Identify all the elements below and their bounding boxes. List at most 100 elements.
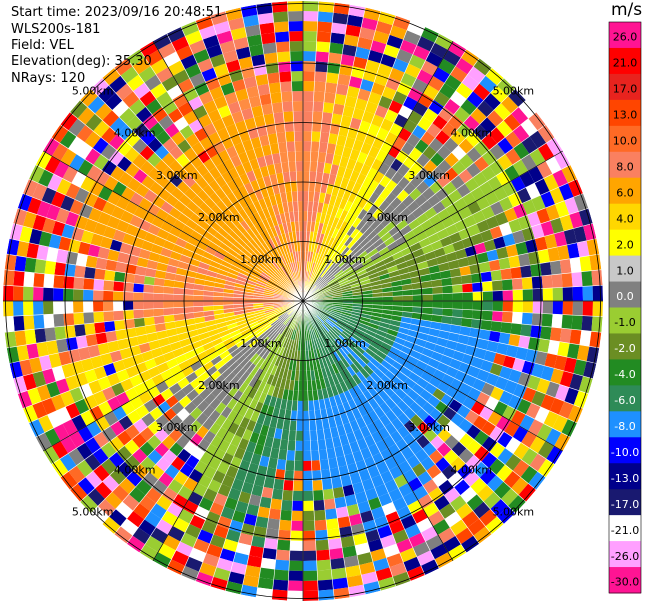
velocity-gate: [571, 271, 583, 287]
velocity-gate: [435, 457, 451, 472]
velocity-gate: [332, 339, 341, 350]
velocity-gate: [312, 480, 323, 491]
velocity-gate: [294, 330, 299, 341]
velocity-gate: [202, 405, 215, 418]
velocity-gate: [355, 459, 368, 473]
velocity-gate: [311, 306, 320, 313]
velocity-gate: [331, 113, 343, 125]
velocity-gate: [508, 333, 521, 347]
velocity-gate: [221, 195, 233, 208]
velocity-gate: [384, 479, 399, 493]
velocity-gate: [254, 285, 265, 291]
velocity-gate: [329, 42, 344, 55]
velocity-gate: [74, 214, 89, 230]
velocity-gate: [273, 333, 282, 343]
velocity-gate: [549, 260, 562, 275]
velocity-gate: [225, 341, 236, 351]
velocity-gate: [278, 282, 288, 290]
velocity-gate: [381, 86, 397, 101]
velocity-gate: [60, 471, 78, 490]
velocity-gate: [423, 159, 438, 174]
azimuth-line: [302, 150, 563, 302]
velocity-gate: [258, 244, 268, 255]
velocity-gate: [289, 308, 297, 317]
velocity-gate: [486, 474, 504, 492]
velocity-gate: [485, 67, 504, 86]
velocity-gate: [392, 58, 409, 73]
velocity-gate: [383, 355, 396, 366]
velocity-gate: [532, 288, 543, 301]
velocity-gate: [443, 49, 461, 67]
velocity-gate: [279, 151, 289, 163]
velocity-gate: [199, 25, 217, 40]
velocity-gate: [333, 351, 342, 362]
velocity-gate: [278, 71, 292, 83]
velocity-gate: [14, 330, 27, 347]
velocity-gate: [512, 124, 530, 143]
colorbar-segment: [609, 47, 641, 75]
velocity-gate: [258, 220, 267, 232]
velocity-gate: [245, 148, 257, 161]
velocity-gate: [488, 127, 506, 144]
velocity-gate: [217, 363, 229, 375]
velocity-gate: [35, 432, 52, 451]
velocity-gate: [486, 340, 499, 353]
velocity-gate: [449, 267, 462, 278]
velocity-gate: [294, 450, 303, 461]
velocity-gate: [541, 313, 553, 328]
velocity-gate: [115, 196, 130, 211]
velocity-gate: [481, 452, 498, 469]
velocity-gate: [320, 468, 332, 481]
velocity-gate: [86, 421, 102, 438]
velocity-gate: [221, 114, 235, 128]
colorbar-segment: [609, 229, 641, 257]
velocity-gate: [452, 350, 465, 362]
velocity-gate: [203, 290, 214, 297]
colorbar-frame: [608, 21, 642, 594]
range-ring-label: 5.00km: [72, 85, 114, 98]
velocity-gate: [288, 161, 297, 172]
ray-separator: [302, 20, 411, 302]
velocity-gate: [22, 404, 39, 424]
velocity-gate: [412, 224, 425, 236]
velocity-gate: [197, 371, 210, 383]
velocity-gate: [74, 323, 86, 337]
velocity-gate: [428, 213, 442, 226]
ray-separator: [302, 26, 426, 302]
velocity-gate: [330, 426, 340, 438]
velocity-gate: [310, 287, 319, 295]
velocity-gate: [520, 118, 538, 137]
range-ring-label: 4.00km: [451, 463, 493, 476]
velocity-gate: [338, 244, 348, 255]
velocity-gate: [338, 278, 349, 285]
velocity-gate: [147, 137, 163, 153]
velocity-gate: [3, 285, 14, 301]
velocity-gate: [274, 322, 283, 331]
velocity-gate: [262, 383, 271, 395]
velocity-gate: [357, 500, 371, 514]
velocity-gate: [378, 346, 390, 356]
velocity-gate: [183, 282, 195, 290]
velocity-gate: [380, 470, 394, 484]
velocity-gate: [105, 491, 123, 510]
velocity-gate: [84, 322, 96, 336]
velocity-gate: [411, 206, 425, 219]
velocity-gate: [385, 179, 398, 193]
velocity-gate: [211, 255, 223, 265]
velocity-gate: [236, 354, 247, 365]
velocity-gate: [402, 155, 417, 169]
velocity-gate: [384, 192, 397, 205]
velocity-gate: [361, 17, 379, 31]
velocity-gate: [287, 440, 296, 451]
velocity-gate: [330, 205, 339, 217]
velocity-gate: [259, 455, 270, 468]
velocity-gate: [80, 357, 94, 373]
velocity-gate: [578, 376, 593, 394]
ray-separator: [302, 100, 527, 302]
velocity-gate: [288, 286, 297, 294]
velocity-gate: [216, 273, 227, 281]
velocity-gate: [321, 367, 328, 379]
velocity-gate: [380, 251, 393, 261]
velocity-gate: [267, 457, 278, 469]
velocity-gate: [238, 208, 249, 221]
